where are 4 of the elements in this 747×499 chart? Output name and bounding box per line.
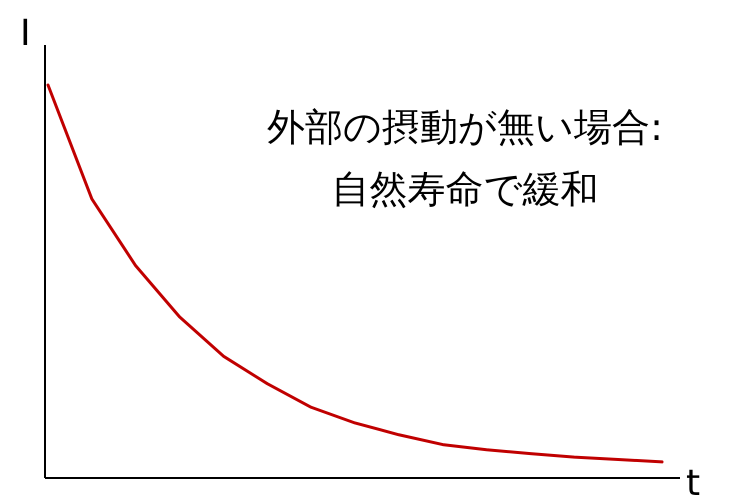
annotation: 外部の摂動が無い場合: <box>267 105 663 149</box>
x-axis-title: t <box>686 463 700 499</box>
annotation: 自然寿命で緩和 <box>332 167 598 211</box>
y-axis-title: I <box>20 13 31 54</box>
